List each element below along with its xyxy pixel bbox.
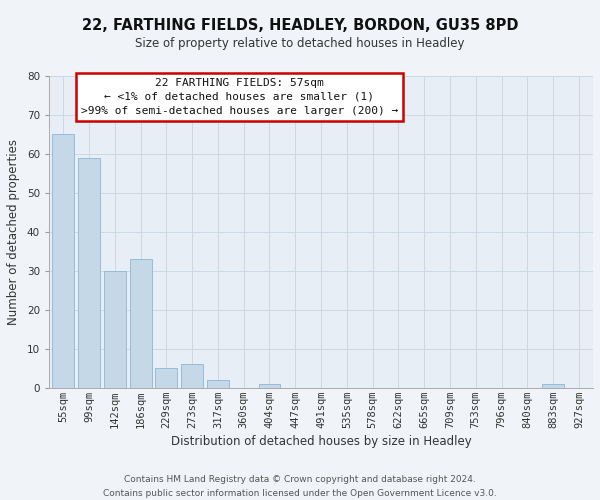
Bar <box>52 134 74 388</box>
Bar <box>155 368 178 388</box>
Text: 22, FARTHING FIELDS, HEADLEY, BORDON, GU35 8PD: 22, FARTHING FIELDS, HEADLEY, BORDON, GU… <box>82 18 518 32</box>
Text: Size of property relative to detached houses in Headley: Size of property relative to detached ho… <box>135 38 465 51</box>
Text: Contains HM Land Registry data © Crown copyright and database right 2024.
Contai: Contains HM Land Registry data © Crown c… <box>103 476 497 498</box>
Bar <box>130 259 152 388</box>
X-axis label: Distribution of detached houses by size in Headley: Distribution of detached houses by size … <box>170 435 472 448</box>
Bar <box>207 380 229 388</box>
Bar <box>259 384 280 388</box>
Bar <box>78 158 100 388</box>
Y-axis label: Number of detached properties: Number of detached properties <box>7 139 20 325</box>
Bar <box>181 364 203 388</box>
Text: 22 FARTHING FIELDS: 57sqm
← <1% of detached houses are smaller (1)
>99% of semi-: 22 FARTHING FIELDS: 57sqm ← <1% of detac… <box>81 78 398 116</box>
Bar <box>104 271 126 388</box>
Bar <box>542 384 564 388</box>
